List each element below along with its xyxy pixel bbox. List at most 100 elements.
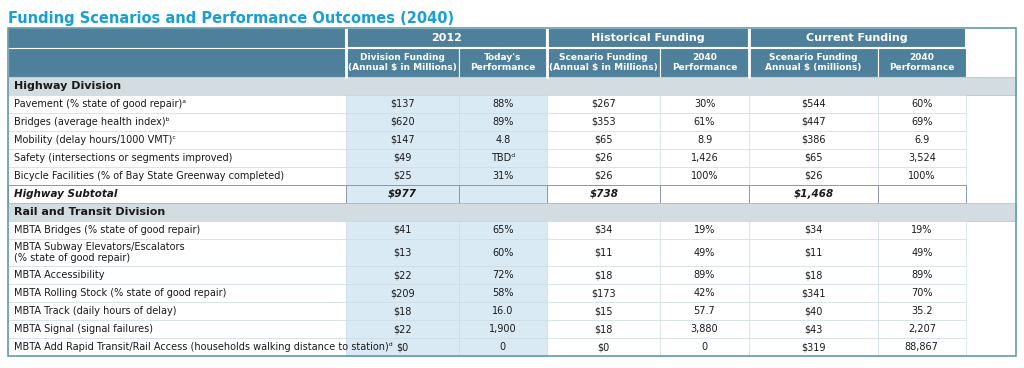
Text: $738: $738 <box>589 189 618 199</box>
Bar <box>547 266 660 284</box>
Text: $209: $209 <box>390 288 415 298</box>
Text: $0: $0 <box>598 342 610 352</box>
Bar <box>346 266 459 284</box>
Text: 2,207: 2,207 <box>907 324 936 334</box>
Bar <box>346 338 459 356</box>
Bar <box>749 28 966 48</box>
Text: $15: $15 <box>595 306 613 316</box>
Text: $41: $41 <box>393 225 412 235</box>
Text: Today's
Performance: Today's Performance <box>470 53 536 72</box>
Bar <box>749 185 878 203</box>
Bar <box>878 113 966 131</box>
Bar <box>8 95 346 113</box>
Text: 8.9: 8.9 <box>697 135 712 145</box>
Text: $137: $137 <box>390 99 415 109</box>
Text: Funding Scenarios and Performance Outcomes (2040): Funding Scenarios and Performance Outcom… <box>8 11 454 25</box>
Bar <box>459 48 547 77</box>
Text: 0: 0 <box>701 342 708 352</box>
Text: 1,426: 1,426 <box>690 153 719 163</box>
Text: Pavement (% state of good repair)ᵃ: Pavement (% state of good repair)ᵃ <box>14 99 186 109</box>
Text: Highway Subtotal: Highway Subtotal <box>14 189 118 199</box>
Text: 3,880: 3,880 <box>691 324 719 334</box>
Bar <box>459 338 547 356</box>
Text: Rail and Transit Division: Rail and Transit Division <box>14 207 165 217</box>
Bar <box>459 266 547 284</box>
Bar <box>346 131 459 149</box>
Bar <box>547 167 660 185</box>
Bar <box>878 185 966 203</box>
Text: 30%: 30% <box>694 99 715 109</box>
Bar <box>660 48 749 77</box>
Bar <box>8 338 346 356</box>
Text: 42%: 42% <box>694 288 716 298</box>
Bar <box>547 149 660 167</box>
Bar <box>878 338 966 356</box>
Text: 0: 0 <box>500 342 506 352</box>
Bar <box>749 302 878 320</box>
Bar <box>547 284 660 302</box>
Bar <box>878 48 966 77</box>
Text: MBTA Rolling Stock (% state of good repair): MBTA Rolling Stock (% state of good repa… <box>14 288 226 298</box>
Bar <box>8 167 346 185</box>
Bar <box>8 284 346 302</box>
Text: MBTA Subway Elevators/Escalators
(% state of good repair): MBTA Subway Elevators/Escalators (% stat… <box>14 242 184 263</box>
Text: 69%: 69% <box>911 117 933 127</box>
Text: $11: $11 <box>804 248 822 258</box>
Text: $34: $34 <box>595 225 613 235</box>
Bar <box>459 284 547 302</box>
Bar <box>547 48 660 77</box>
Bar <box>459 131 547 149</box>
Bar <box>547 239 660 266</box>
Bar <box>8 266 346 284</box>
Bar <box>547 28 749 48</box>
Text: Highway Division: Highway Division <box>14 81 121 91</box>
Text: 1,900: 1,900 <box>489 324 517 334</box>
Text: $65: $65 <box>804 153 822 163</box>
Text: $1,468: $1,468 <box>794 189 834 199</box>
Text: $173: $173 <box>592 288 616 298</box>
Bar <box>8 203 1016 221</box>
Text: $18: $18 <box>595 270 613 280</box>
Text: $49: $49 <box>393 153 412 163</box>
Text: $447: $447 <box>801 117 825 127</box>
Text: MBTA Accessibility: MBTA Accessibility <box>14 270 104 280</box>
Bar <box>660 338 749 356</box>
Bar <box>749 221 878 239</box>
Text: $43: $43 <box>804 324 822 334</box>
Bar <box>459 185 547 203</box>
Text: 16.0: 16.0 <box>493 306 514 316</box>
Text: 72%: 72% <box>493 270 514 280</box>
Text: MBTA Add Rapid Transit/Rail Access (households walking distance to station)ᵈ: MBTA Add Rapid Transit/Rail Access (hous… <box>14 342 393 352</box>
Text: $22: $22 <box>393 270 412 280</box>
Bar <box>8 239 346 266</box>
Bar <box>8 185 346 203</box>
Bar <box>8 221 346 239</box>
Bar <box>547 221 660 239</box>
Text: $22: $22 <box>393 324 412 334</box>
Bar <box>346 167 459 185</box>
Bar <box>749 131 878 149</box>
Text: Division Funding
(Annual $ in Millions): Division Funding (Annual $ in Millions) <box>348 53 457 72</box>
Text: 57.7: 57.7 <box>693 306 716 316</box>
Bar <box>749 284 878 302</box>
Bar <box>878 266 966 284</box>
Bar <box>346 221 459 239</box>
Bar <box>459 221 547 239</box>
Text: $0: $0 <box>396 342 409 352</box>
Bar <box>749 320 878 338</box>
Bar <box>878 302 966 320</box>
Text: 49%: 49% <box>911 248 933 258</box>
Text: Bridges (average health index)ᵇ: Bridges (average health index)ᵇ <box>14 117 170 127</box>
Bar <box>8 149 346 167</box>
Bar <box>660 149 749 167</box>
Bar <box>547 95 660 113</box>
Bar <box>749 95 878 113</box>
Text: $544: $544 <box>801 99 825 109</box>
Text: 100%: 100% <box>691 171 718 181</box>
Bar <box>459 95 547 113</box>
Text: $620: $620 <box>390 117 415 127</box>
Text: $26: $26 <box>595 153 613 163</box>
Bar <box>8 320 346 338</box>
Text: 4.8: 4.8 <box>496 135 511 145</box>
Bar <box>459 167 547 185</box>
